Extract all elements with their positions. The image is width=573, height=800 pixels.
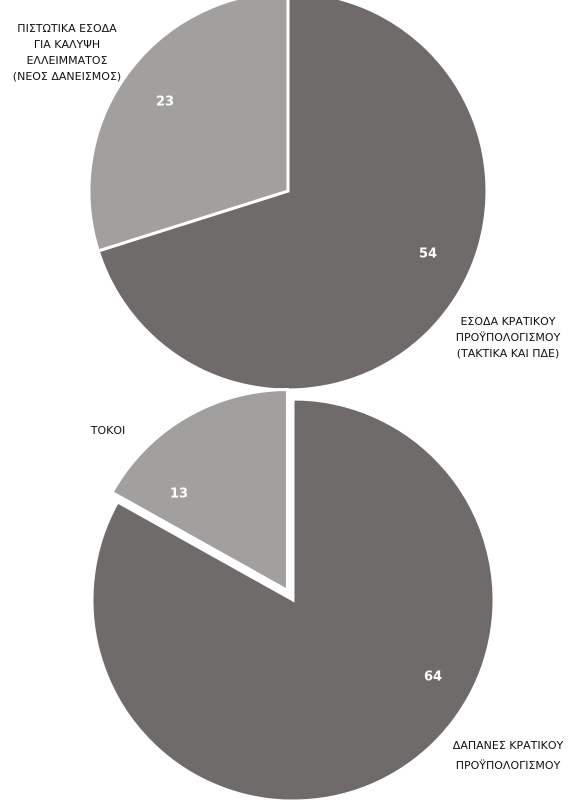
category-label-line: ΕΛΛΕΙΜΜΑΤΟΣ xyxy=(26,54,107,67)
pie2-category-label-1: ΔΑΠΑΝΕΣ ΚΡΑΤΙΚΟΥ ΠΡΟΫΠΟΛΟΓΙΣΜΟΥ xyxy=(453,739,564,772)
pie-chart-2: 64 13 ΔΑΠΑΝΕΣ ΚΡΑΤΙΚΟΥ ΠΡΟΫΠΟΛΟΓΙΣΜΟΥ ΤΟΚΟΙ xyxy=(90,388,564,800)
pie2-slice-2 xyxy=(109,388,289,594)
category-label-line: ΤΟΚΟΙ xyxy=(90,424,126,437)
pie-chart-1: 54 23 ΕΣΟΔΑ ΚΡΑΤΙΚΟΥ ΠΡΟΫΠΟΛΟΓΙΣΜΟΥ (ΤΑΚΤΙΚΑ… xyxy=(13,0,561,392)
category-label-line: ΠΡΟΫΠΟΛΟΓΙΣΜΟΥ xyxy=(456,331,561,344)
pie1-slice-2 xyxy=(87,0,290,253)
pie2-value-label-2: 13 xyxy=(170,487,188,502)
category-label-line: (ΤΑΚΤΙΚΑ ΚΑΙ ΠΔΕ) xyxy=(457,347,559,360)
pie2-slice-1 xyxy=(90,397,496,800)
pie1-value-label-1: 54 xyxy=(419,247,437,262)
category-label-line: ΓΙΑ ΚΑΛΥΨΗ xyxy=(34,38,100,51)
pie1-value-label-2: 23 xyxy=(156,95,174,110)
pie2-category-label-2: ΤΟΚΟΙ xyxy=(90,424,126,437)
pie2-value-label-1: 64 xyxy=(424,670,442,685)
pie1-category-label-1: ΕΣΟΔΑ ΚΡΑΤΙΚΟΥ ΠΡΟΫΠΟΛΟΓΙΣΜΟΥ (ΤΑΚΤΙΚΑ ΚΑΙ… xyxy=(456,315,561,360)
pie1-category-label-2: ΠΙΣΤΩΤΙΚΑ ΕΣΟΔΑ ΓΙΑ ΚΑΛΥΨΗ ΕΛΛΕΙΜΜΑΤΟΣ (ΝΕΟ… xyxy=(13,22,121,83)
category-label-line: ΠΙΣΤΩΤΙΚΑ ΕΣΟΔΑ xyxy=(17,22,117,35)
category-label-line: ΕΣΟΔΑ ΚΡΑΤΙΚΟΥ xyxy=(460,315,555,328)
category-label-line: ΔΑΠΑΝΕΣ ΚΡΑΤΙΚΟΥ xyxy=(453,739,564,752)
pie1-slice-1 xyxy=(96,0,489,392)
category-label-line: ΠΡΟΫΠΟΛΟΓΙΣΜΟΥ xyxy=(456,759,561,772)
category-label-line: (ΝΕΟΣ ΔΑΝΕΙΣΜΟΣ) xyxy=(13,70,121,83)
